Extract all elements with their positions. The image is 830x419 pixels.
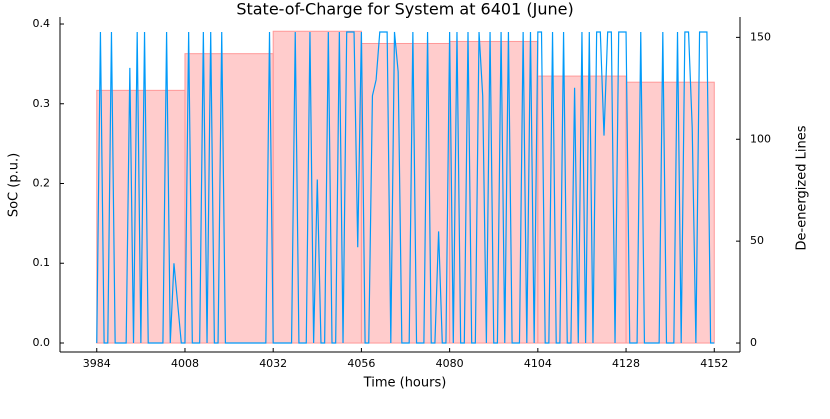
- y2-tick-label: 150: [750, 30, 771, 43]
- y-axis-label: SoC (p.u.): [7, 153, 22, 217]
- line: [96, 31, 715, 344]
- y-tick-label: 0.1: [33, 256, 51, 269]
- y2-tick-label: 100: [750, 132, 771, 145]
- bar: [360, 42, 451, 344]
- plot-area: [96, 30, 715, 344]
- y2-axis-label: De-energized Lines: [795, 125, 810, 250]
- chart-title: State-of-Charge for System at 6401 (June…: [236, 0, 573, 19]
- x-axis-label: Time (hours): [363, 376, 447, 391]
- x-tick-label: 3984: [83, 357, 111, 370]
- y2-tick-label: 0: [750, 336, 757, 349]
- x-tick-label: 4152: [700, 357, 728, 370]
- x-tick-label: 4128: [612, 357, 640, 370]
- x-tick-label: 4104: [524, 357, 552, 370]
- x-tick-label: 4008: [171, 357, 199, 370]
- y-tick-label: 0.3: [33, 97, 51, 110]
- y2-tick-label: 50: [750, 234, 764, 247]
- bar: [537, 75, 627, 344]
- bar: [625, 81, 715, 344]
- y-tick-label: 0.4: [33, 17, 51, 30]
- x-tick-label: 4056: [347, 357, 375, 370]
- x-tick-label: 4032: [259, 357, 287, 370]
- y-tick-label: 0.2: [33, 177, 51, 190]
- y-tick-label: 0.0: [33, 336, 51, 349]
- bar: [184, 53, 274, 344]
- x-tick-label: 4080: [436, 357, 464, 370]
